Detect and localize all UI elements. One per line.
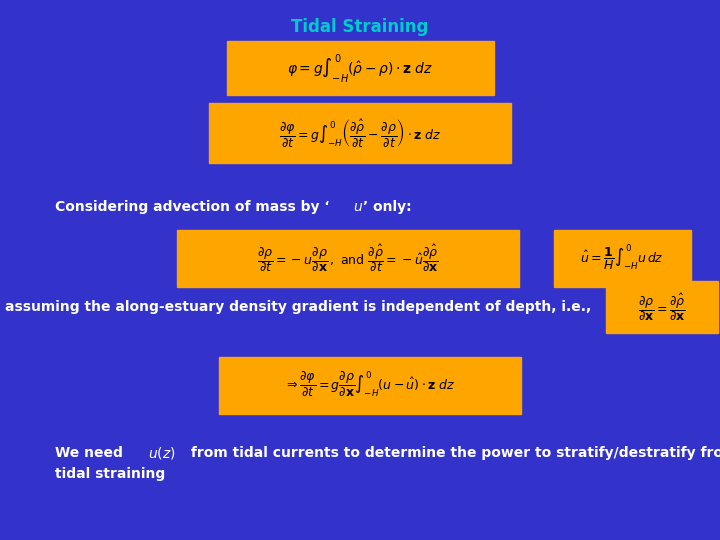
Text: ’ only:: ’ only: — [363, 200, 412, 214]
Text: We need: We need — [55, 446, 127, 460]
Text: Tidal Straining: Tidal Straining — [292, 18, 428, 36]
Text: $\dfrac{\partial\rho}{\partial \mathbf{x}} = \dfrac{\partial\hat{\rho}}{\partial: $\dfrac{\partial\rho}{\partial \mathbf{x… — [638, 291, 686, 323]
Text: from tidal currents to determine the power to stratify/destratify from: from tidal currents to determine the pow… — [186, 446, 720, 460]
Text: $\hat{u} = \dfrac{\mathbf{1}}{H}\int_{-H}^{0}u\,dz$: $\hat{u} = \dfrac{\mathbf{1}}{H}\int_{-H… — [580, 243, 664, 273]
Text: $\mathit{u}$: $\mathit{u}$ — [353, 200, 363, 214]
FancyBboxPatch shape — [209, 103, 511, 163]
Text: $\dfrac{\partial\rho}{\partial t} = -u\dfrac{\partial\rho}{\partial \mathbf{x}}\: $\dfrac{\partial\rho}{\partial t} = -u\d… — [257, 242, 438, 274]
Text: $\mathit{u(z)}$: $\mathit{u(z)}$ — [148, 445, 176, 461]
Text: tidal straining: tidal straining — [55, 467, 166, 481]
Text: $\dfrac{\partial\varphi}{\partial t} = g\int_{-H}^{0}\left(\dfrac{\partial\hat{\: $\dfrac{\partial\varphi}{\partial t} = g… — [279, 117, 441, 149]
Text: assuming the along-estuary density gradient is independent of depth, i.e.,: assuming the along-estuary density gradi… — [5, 300, 591, 314]
FancyBboxPatch shape — [177, 230, 519, 287]
Text: $\varphi = g\int_{-H}^{0}(\hat{\rho} - \rho)\cdot \mathbf{z}\; \mathit{dz}$: $\varphi = g\int_{-H}^{0}(\hat{\rho} - \… — [287, 51, 433, 84]
Text: $\Rightarrow\dfrac{\partial\varphi}{\partial t} = g\dfrac{\partial\rho}{\partial: $\Rightarrow\dfrac{\partial\varphi}{\par… — [284, 370, 456, 400]
Text: Considering advection of mass by ‘: Considering advection of mass by ‘ — [55, 200, 330, 214]
FancyBboxPatch shape — [606, 281, 718, 333]
FancyBboxPatch shape — [554, 230, 690, 287]
FancyBboxPatch shape — [219, 356, 521, 414]
FancyBboxPatch shape — [227, 41, 493, 95]
